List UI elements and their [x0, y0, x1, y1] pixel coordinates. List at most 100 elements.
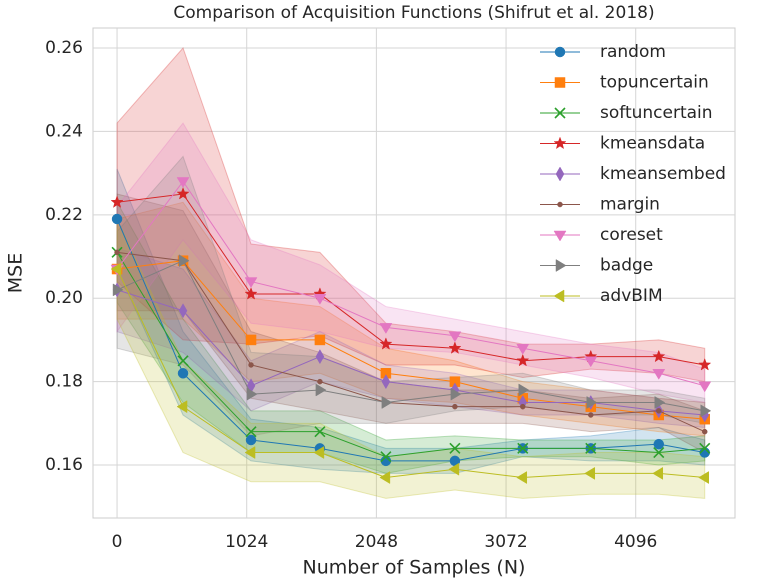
marker [557, 201, 563, 208]
marker [178, 303, 188, 319]
series-line [116, 268, 705, 479]
legend-label: softuncertain [600, 103, 713, 123]
marker [698, 358, 712, 371]
marker [315, 349, 325, 365]
marker [588, 412, 594, 418]
marker [554, 46, 566, 58]
marker [111, 213, 123, 225]
marker [315, 383, 327, 397]
series-line [116, 260, 705, 420]
y-tick-label: 0.16 [45, 455, 83, 475]
marker [313, 446, 325, 459]
legend-label: kmeansembed [600, 164, 726, 184]
marker [555, 259, 567, 272]
marker [245, 426, 257, 438]
marker [381, 396, 393, 409]
x-tick-label: 1024 [225, 532, 268, 552]
x-tick-label: 4096 [614, 532, 657, 552]
legend-label: kmeansdata [600, 134, 705, 154]
legend-label: advBIM [600, 286, 663, 306]
marker [314, 426, 326, 438]
error-band [116, 218, 706, 499]
marker [244, 287, 258, 300]
error-band [116, 247, 706, 429]
marker [584, 466, 596, 480]
legend-label: random [600, 42, 666, 62]
marker [245, 334, 257, 346]
marker [112, 283, 124, 297]
marker [176, 177, 190, 188]
marker [653, 446, 665, 459]
x-axis-label: Number of Samples (N) [303, 557, 526, 579]
series-line [116, 289, 705, 416]
y-tick-label: 0.26 [45, 38, 83, 58]
y-tick-label: 0.20 [45, 288, 83, 308]
y-axis-label: MSE [5, 253, 27, 293]
error-band [116, 201, 706, 437]
marker [110, 262, 122, 276]
marker [553, 136, 567, 150]
plot-frame [92, 27, 736, 519]
marker [110, 195, 124, 208]
marker [176, 187, 190, 200]
marker [554, 77, 566, 88]
marker [244, 446, 256, 459]
marker [585, 442, 597, 454]
marker [380, 451, 392, 463]
error-band [116, 168, 706, 474]
marker [656, 408, 662, 414]
marker [450, 387, 462, 401]
marker [516, 344, 530, 355]
marker [553, 230, 567, 242]
marker [701, 428, 708, 435]
series-line [116, 180, 705, 387]
marker [652, 349, 666, 363]
legend-label: coreset [600, 225, 663, 245]
chart-title: Comparison of Acquisition Functions (Shi… [173, 3, 654, 23]
marker [652, 369, 666, 380]
marker [516, 353, 530, 367]
marker [313, 293, 327, 305]
marker [178, 254, 190, 268]
legend-label: margin [600, 195, 660, 215]
legend: random topuncertain softuncertain kmeansdat… [540, 42, 726, 306]
marker [379, 471, 391, 484]
marker [379, 337, 393, 350]
marker [246, 387, 258, 401]
marker [586, 396, 598, 409]
marker [244, 277, 258, 289]
marker [448, 331, 462, 343]
marker [448, 341, 462, 354]
marker [699, 442, 711, 454]
marker [516, 471, 528, 484]
series-line [116, 252, 705, 458]
marker [449, 442, 461, 454]
series-line [116, 260, 705, 412]
marker [652, 466, 664, 480]
y-tick-label: 0.18 [45, 372, 83, 392]
marker [248, 362, 254, 368]
marker [452, 403, 458, 410]
marker [698, 471, 709, 484]
marker [177, 368, 189, 379]
marker [584, 356, 598, 368]
marker [114, 249, 120, 256]
marker [176, 400, 188, 414]
marker [555, 166, 565, 182]
marker [698, 381, 712, 393]
marker [245, 434, 257, 446]
legend-label: topuncertain [600, 73, 709, 93]
y-tick-label: 0.22 [45, 205, 83, 225]
x-tick-label: 2048 [355, 532, 398, 552]
marker [517, 442, 529, 454]
y-tick-label: 0.24 [45, 121, 83, 141]
marker [654, 396, 666, 409]
marker [317, 378, 323, 385]
series-line [116, 251, 705, 433]
x-tick-label: 3072 [484, 532, 527, 552]
marker [520, 403, 526, 410]
marker [553, 289, 565, 303]
marker [518, 383, 530, 397]
marker [700, 404, 712, 418]
